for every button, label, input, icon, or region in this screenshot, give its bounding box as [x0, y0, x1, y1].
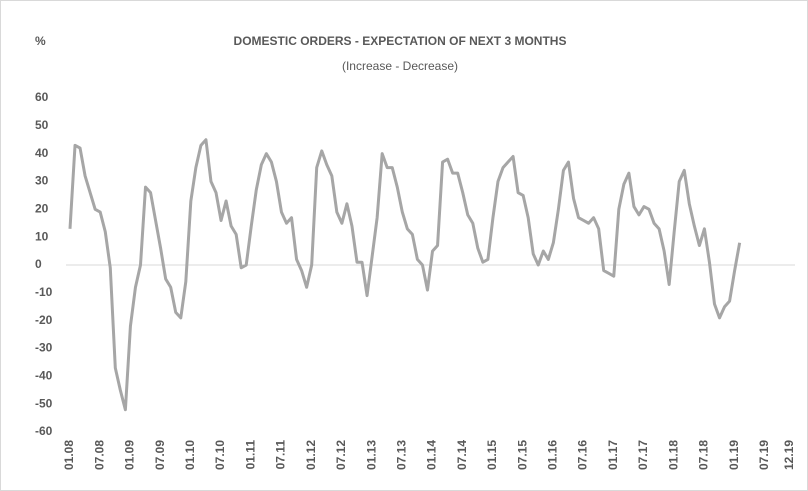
x-tick-label: 01.10 [183, 440, 197, 470]
y-tick-label: 20 [35, 202, 49, 216]
y-tick-label: -20 [35, 313, 53, 327]
x-tick-label: 07.12 [334, 440, 348, 470]
y-tick-label: 50 [35, 118, 49, 132]
y-tick-label: 30 [35, 174, 49, 188]
chart-subtitle: (Increase - Decrease) [342, 59, 458, 73]
y-tick-label: 10 [35, 229, 49, 243]
data-line [68, 138, 742, 412]
x-tick-label: 07.11 [274, 440, 288, 470]
x-tick-label: 07.18 [697, 440, 711, 470]
x-tick-label: 07.15 [515, 440, 529, 470]
x-tick-label: 12.19 [782, 440, 796, 470]
x-tick-label: 01.18 [666, 440, 680, 470]
x-tick-label: 01.19 [727, 440, 741, 470]
y-tick-label: -40 [35, 369, 53, 383]
x-tick-label: 07.09 [153, 440, 167, 470]
x-tick-label: 01.09 [123, 440, 137, 470]
y-tick-label: -10 [35, 285, 53, 299]
x-tick-label: 07.10 [213, 440, 227, 470]
y-tick-label: -30 [35, 341, 53, 355]
x-tick-label: 07.17 [636, 440, 650, 470]
chart-title: DOMESTIC ORDERS - EXPECTATION OF NEXT 3 … [234, 34, 567, 48]
x-tick-label: 07.13 [394, 440, 408, 470]
y-tick-label: 40 [35, 146, 49, 160]
x-tick-label: 01.08 [62, 440, 76, 470]
x-tick-label: 07.08 [92, 440, 106, 470]
x-tick-label: 01.12 [304, 440, 318, 470]
x-tick-label: 01.15 [485, 440, 499, 470]
x-tick-label: 01.16 [546, 440, 560, 470]
y-tick-label: -50 [35, 396, 53, 410]
y-tick-label: 60 [35, 90, 49, 104]
x-tick-label: 07.19 [757, 440, 771, 470]
y-tick-label: -60 [35, 424, 53, 438]
x-tick-label: 01.14 [425, 440, 439, 470]
x-tick-label: 07.16 [576, 440, 590, 470]
y-axis-label: % [35, 34, 46, 48]
x-tick-label: 01.11 [243, 440, 257, 470]
y-tick-label: 0 [35, 257, 42, 271]
x-tick-label: 01.17 [606, 440, 620, 470]
x-tick-label: 07.14 [455, 440, 469, 470]
x-tick-label: 01.13 [364, 440, 378, 470]
